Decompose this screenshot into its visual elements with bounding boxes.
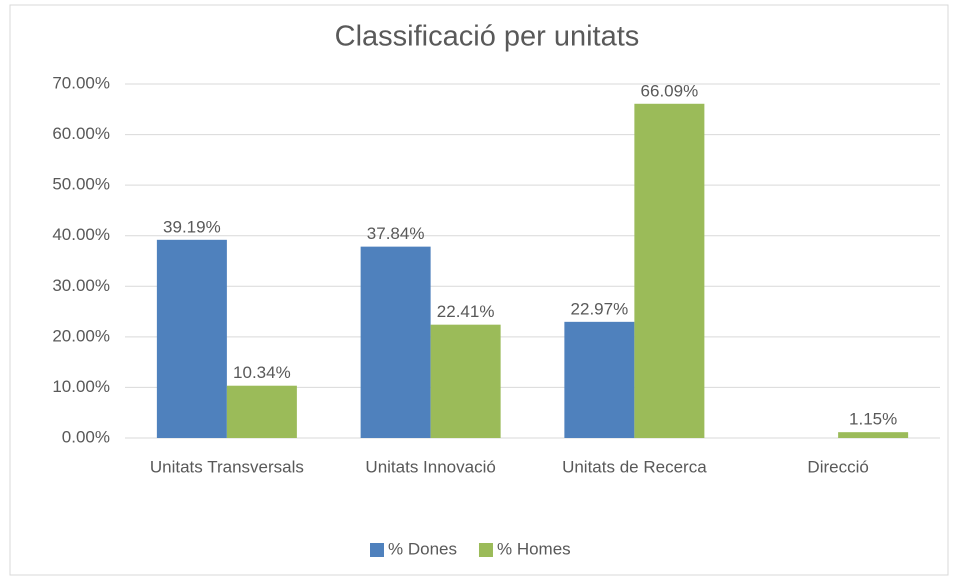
y-tick-label: 50.00% (52, 175, 110, 194)
data-label: 22.41% (437, 302, 495, 321)
data-label: 66.09% (641, 81, 699, 100)
data-label: 22.97% (571, 299, 629, 318)
bar (156, 239, 227, 438)
legend-swatch (370, 543, 384, 557)
legend-label: % Dones (388, 539, 457, 558)
y-tick-label: 20.00% (52, 326, 110, 345)
bar (430, 324, 501, 438)
x-tick-label: Unitats Transversals (150, 457, 304, 476)
bar (226, 385, 297, 438)
y-tick-label: 40.00% (52, 225, 110, 244)
data-label: 10.34% (233, 363, 291, 382)
bar (360, 246, 431, 438)
y-tick-label: 30.00% (52, 276, 110, 295)
legend-label: % Homes (497, 539, 571, 558)
chart-title: Classificació per unitats (335, 21, 640, 53)
x-tick-label: Unitats de Recerca (562, 457, 707, 476)
y-tick-label: 70.00% (52, 73, 110, 92)
data-label: 1.15% (849, 410, 897, 429)
data-label: 37.84% (367, 224, 425, 243)
chart-border (9, 4, 949, 576)
bar (634, 103, 705, 438)
bar (838, 432, 909, 438)
data-label: 39.19% (163, 217, 221, 236)
x-tick-label: Unitats Innovació (365, 457, 495, 476)
y-tick-label: 0.00% (62, 427, 110, 446)
legend-swatch (478, 543, 493, 557)
x-tick-label: Direcció (807, 457, 868, 476)
bar (564, 321, 635, 438)
y-tick-label: 60.00% (52, 124, 110, 143)
y-tick-label: 10.00% (52, 377, 110, 396)
